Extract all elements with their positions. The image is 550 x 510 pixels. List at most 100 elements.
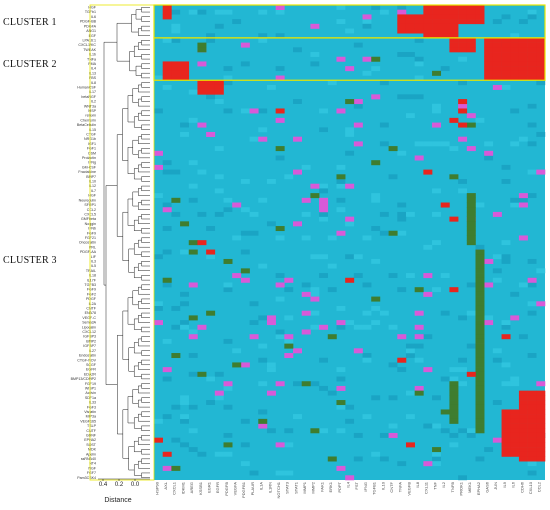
heatmap-cell-high — [180, 70, 190, 76]
heatmap-cell — [249, 320, 259, 325]
heatmap-cell — [388, 174, 398, 180]
heatmap-cell-low — [475, 367, 485, 373]
heatmap-cell-marked — [518, 202, 528, 208]
heatmap-cell — [518, 19, 528, 25]
heatmap-cell — [293, 99, 302, 104]
heatmap-cell-high — [440, 23, 450, 29]
heatmap-cell-marked — [197, 122, 207, 128]
heatmap-cell-high — [536, 447, 546, 453]
heatmap-cell — [527, 122, 537, 128]
heatmap-cell — [310, 324, 320, 330]
heatmap-cell — [240, 230, 250, 236]
heatmap-cell-low — [475, 334, 485, 340]
heatmap-cell-high — [162, 75, 172, 81]
heatmap-cell-low — [475, 418, 485, 424]
heatmap-cell — [466, 310, 476, 316]
heatmap-cell — [405, 348, 415, 354]
heatmap-cell-high — [501, 423, 511, 429]
heatmap-cell-low — [466, 197, 476, 203]
column-label: STAT1 — [293, 481, 298, 494]
heatmap-cell-marked — [423, 461, 433, 467]
heatmap-cell-marked — [492, 84, 502, 90]
column-label: FAK1 — [319, 481, 324, 492]
heatmap-cell-high — [458, 47, 468, 53]
axis-tick-label: 0.0 — [131, 482, 140, 488]
heatmap-cell — [188, 197, 198, 203]
heatmap-cell-high — [197, 84, 207, 90]
heatmap-cell-low — [432, 70, 442, 76]
heatmap-cell — [275, 9, 285, 15]
cluster-highlight-boxes — [89, 4, 546, 481]
heatmap-cell — [240, 179, 250, 184]
row-label: BetaCellulin — [77, 123, 96, 127]
heatmap-cell — [197, 169, 207, 175]
heatmap-cell — [414, 357, 424, 363]
heatmap-cell — [284, 442, 294, 448]
heatmap-cell-marked — [266, 320, 276, 326]
heatmap-cell-high — [458, 9, 468, 15]
row-label: IL2 — [91, 100, 96, 104]
heatmap-cell — [162, 160, 172, 166]
heatmap-cell-low — [310, 428, 320, 434]
heatmap-cell — [492, 254, 502, 260]
heatmap-cell — [379, 80, 389, 86]
heatmap-cell-marked — [301, 197, 311, 203]
heatmap-cell-high — [518, 432, 528, 438]
heatmap-cell-low — [475, 301, 485, 307]
row-label: IGF1 — [88, 142, 96, 146]
heatmap-cell — [518, 334, 528, 340]
heatmap-cell — [405, 273, 415, 278]
heatmap-cell — [388, 324, 398, 330]
heatmap-cell — [214, 174, 224, 180]
row-label: IL12 — [89, 184, 96, 188]
heatmap-cell-marked — [275, 381, 285, 387]
heatmap-cell — [240, 61, 250, 67]
row-label: FGF9 — [87, 231, 96, 235]
heatmap-cell — [484, 447, 494, 452]
heatmap-cell — [162, 202, 172, 208]
heatmap-cell — [319, 254, 328, 260]
heatmap-cell-high — [492, 75, 502, 81]
heatmap-cell — [319, 216, 328, 222]
heatmap-cell-marked — [371, 94, 381, 100]
heatmap-cell — [336, 197, 346, 203]
heatmap-cell-marked — [154, 150, 163, 156]
heatmap-cell-high — [501, 75, 511, 81]
heatmap-cell — [180, 320, 189, 325]
heatmap-cell — [397, 5, 407, 10]
heatmap-cell-low — [466, 230, 476, 236]
heatmap-cell-low — [171, 353, 181, 359]
heatmap-cell-marked — [275, 75, 285, 81]
heatmap-cell-high — [432, 33, 442, 39]
heatmap-cell — [336, 367, 346, 373]
column-label: VEGFA — [233, 482, 238, 496]
heatmap-cell-high — [432, 19, 442, 25]
heatmap-cell-high — [440, 33, 450, 39]
heatmap-cell — [327, 263, 337, 269]
row-label: betaNGF — [81, 95, 96, 99]
heatmap-cell — [206, 254, 216, 260]
heatmap-cell-high — [162, 66, 172, 72]
heatmap-cell — [266, 179, 276, 184]
column-label: MEK1 — [467, 481, 472, 493]
heatmap-cell — [432, 423, 441, 429]
heatmap-cell-low — [475, 395, 485, 401]
heatmap-cell — [492, 268, 502, 274]
heatmap-cell — [327, 287, 337, 293]
row-label: PMA — [88, 62, 96, 66]
heatmap-cell-high — [414, 19, 424, 25]
heatmap-cell-high — [518, 61, 528, 67]
heatmap-cell-low — [475, 381, 485, 387]
row-label: Oncostatin — [79, 241, 96, 245]
heatmap-cell — [266, 84, 276, 90]
heatmap-cell-marked — [336, 465, 346, 471]
heatmap-cell-high — [518, 442, 528, 448]
heatmap-cell — [501, 179, 511, 184]
heatmap-cell-high — [527, 437, 537, 443]
heatmap-cell — [275, 273, 285, 278]
heatmap-cell — [449, 432, 459, 438]
heatmap-cell — [345, 254, 355, 260]
heatmap-cell — [223, 282, 233, 288]
heatmap-cell — [484, 141, 494, 147]
column-label: PDGFB1 — [241, 481, 246, 498]
